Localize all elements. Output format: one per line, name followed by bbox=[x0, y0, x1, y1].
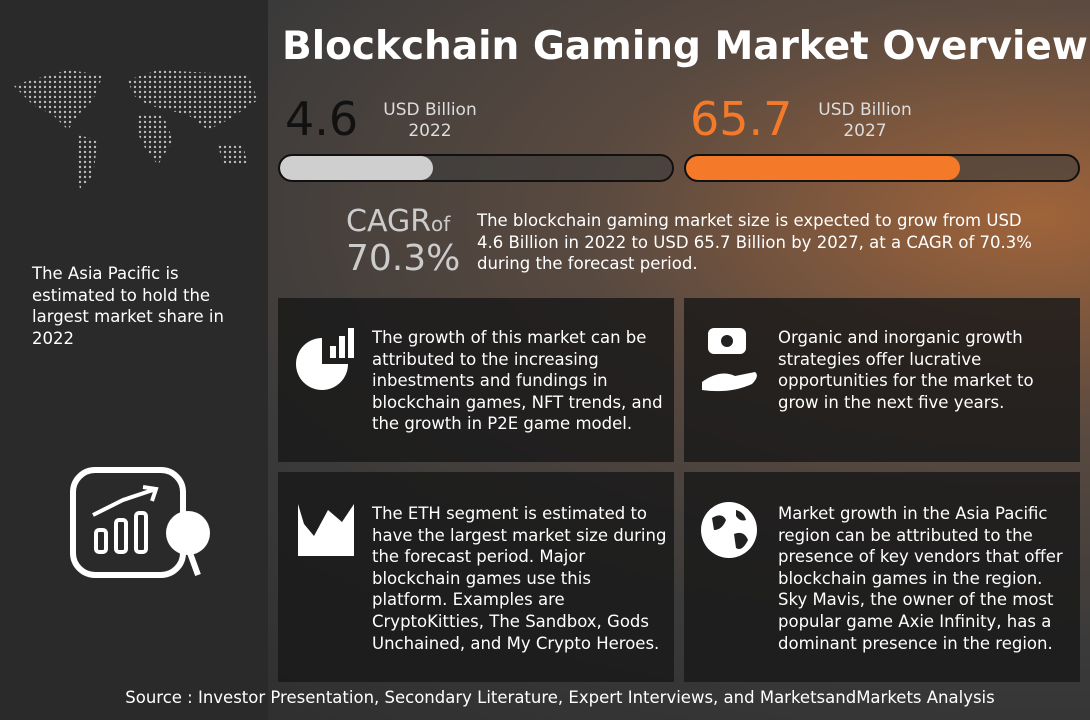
progress-fill bbox=[280, 156, 433, 180]
stat-unit: USD Billion 2022 bbox=[380, 100, 480, 142]
card-text: Organic and inorganic growth strategies … bbox=[778, 328, 1034, 412]
card-text: The ETH segment is estimated to have the… bbox=[372, 504, 667, 653]
line-chart-icon bbox=[298, 504, 354, 556]
card: Organic and inorganic growth strategies … bbox=[684, 298, 1080, 462]
progress-fill bbox=[686, 156, 961, 180]
world-map bbox=[13, 70, 258, 190]
cagr-of: of bbox=[431, 212, 451, 236]
cagr-value: 70.3% bbox=[346, 238, 461, 279]
card-text: Market growth in the Asia Pacific region… bbox=[778, 504, 1063, 653]
sidebar: The Asia Pacific is estimated to hold th… bbox=[0, 0, 268, 720]
cagr-label: CAGRof bbox=[346, 204, 450, 239]
cagr-text: The blockchain gaming market size is exp… bbox=[477, 211, 1032, 274]
cagr: CAGR bbox=[346, 204, 432, 239]
growth-icon bbox=[70, 467, 210, 578]
card-text: The growth of this market can be attribu… bbox=[372, 328, 663, 434]
stat-value: 65.7 bbox=[690, 92, 793, 146]
pie-icon bbox=[296, 328, 354, 390]
card: Market growth in the Asia Pacific region… bbox=[684, 472, 1080, 682]
year: 2022 bbox=[408, 121, 452, 141]
source: Source : Investor Presentation, Secondar… bbox=[125, 688, 995, 707]
stat-unit: USD Billion 2027 bbox=[815, 100, 915, 142]
progress-bar bbox=[684, 154, 1080, 182]
card: The growth of this market can be attribu… bbox=[278, 298, 674, 462]
unit: USD Billion bbox=[383, 100, 477, 120]
globe-icon bbox=[701, 502, 757, 558]
stat-value: 4.6 bbox=[285, 92, 359, 146]
sidebar-text: The Asia Pacific is estimated to hold th… bbox=[32, 264, 224, 348]
progress-bar bbox=[278, 154, 674, 182]
hand-icon bbox=[702, 328, 757, 392]
unit: USD Billion bbox=[818, 100, 912, 120]
title: Blockchain Gaming Market Overview bbox=[282, 24, 1088, 69]
card: The ETH segment is estimated to have the… bbox=[278, 472, 674, 682]
year: 2027 bbox=[843, 121, 887, 141]
